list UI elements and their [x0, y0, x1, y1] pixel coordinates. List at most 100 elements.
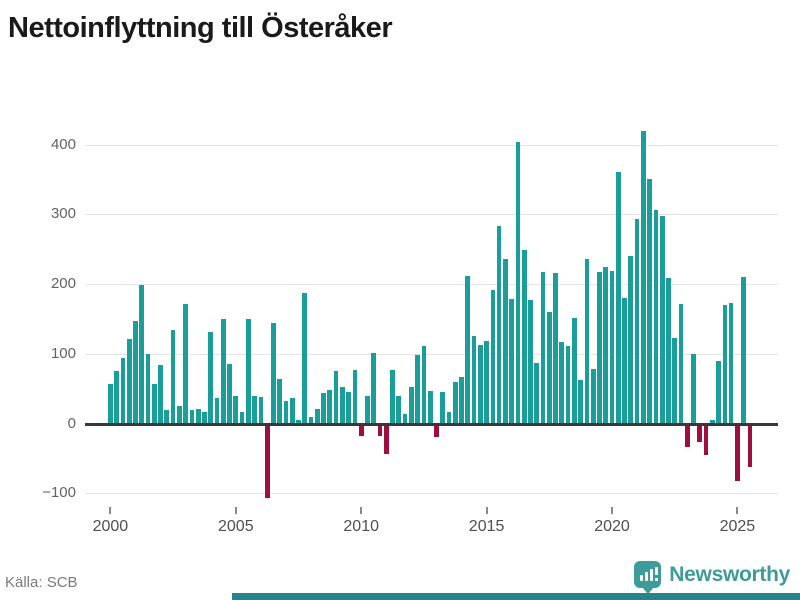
bar-2010-q2[interactable] — [365, 395, 370, 424]
bar-2003-q2[interactable] — [189, 410, 195, 424]
bar-2003-q3[interactable] — [195, 408, 201, 424]
bar-2004-q3[interactable] — [220, 318, 226, 424]
bar-2022-q1[interactable] — [659, 215, 665, 424]
bar-2006-q1[interactable] — [258, 397, 264, 424]
bar-2007-q3[interactable] — [296, 420, 301, 424]
bar-2006-q3[interactable] — [271, 323, 276, 424]
bar-2007-q1[interactable] — [283, 400, 289, 424]
bar-2002-q4[interactable] — [177, 406, 182, 424]
bar-2009-q3[interactable] — [346, 392, 352, 424]
bar-2015-q2[interactable] — [490, 289, 496, 424]
bar-2018-q2[interactable] — [565, 346, 571, 424]
bar-2005-q1[interactable] — [233, 395, 239, 424]
bar-2000-q3[interactable] — [120, 357, 126, 424]
bar-2022-q2[interactable] — [666, 278, 671, 424]
bar-2001-q2[interactable] — [139, 285, 145, 424]
bar-2017-q1[interactable] — [534, 362, 540, 424]
bar-2019-q2[interactable] — [590, 369, 596, 424]
bar-2008-q4[interactable] — [327, 390, 333, 424]
newsworthy-logo[interactable]: Newsworthy — [634, 561, 790, 594]
bar-2024-q3[interactable] — [722, 304, 728, 424]
bar-2011-q1[interactable] — [383, 425, 389, 455]
bar-2019-q1[interactable] — [584, 258, 590, 424]
bar-2005-q2[interactable] — [239, 411, 245, 424]
bar-2025-q2[interactable] — [741, 277, 747, 424]
bar-2002-q3[interactable] — [170, 330, 176, 424]
bar-2017-q3[interactable] — [546, 311, 552, 424]
bar-2000-q1[interactable] — [108, 383, 113, 424]
bar-2021-q1[interactable] — [634, 219, 640, 424]
bar-2021-q2[interactable] — [640, 131, 646, 424]
bar-2013-q2[interactable] — [440, 392, 446, 424]
bar-2014-q3[interactable] — [471, 335, 477, 424]
bar-2001-q4[interactable] — [151, 383, 157, 424]
bar-2008-q2[interactable] — [314, 408, 320, 424]
bar-2022-q4[interactable] — [678, 303, 684, 424]
bar-2021-q3[interactable] — [647, 178, 652, 424]
bar-2009-q2[interactable] — [340, 387, 345, 424]
bar-2016-q3[interactable] — [521, 249, 527, 424]
bar-2024-q4[interactable] — [728, 302, 734, 424]
bar-2025-q1[interactable] — [735, 425, 740, 481]
bar-2011-q3[interactable] — [396, 396, 402, 424]
bar-2003-q4[interactable] — [202, 411, 207, 424]
bar-2018-q4[interactable] — [578, 379, 584, 424]
bar-2008-q1[interactable] — [308, 416, 314, 424]
bar-2004-q1[interactable] — [208, 332, 214, 424]
bar-2018-q3[interactable] — [572, 317, 577, 424]
bar-2000-q4[interactable] — [126, 339, 132, 424]
bar-2018-q1[interactable] — [559, 341, 565, 424]
bar-2004-q4[interactable] — [227, 363, 232, 424]
bar-2005-q4[interactable] — [252, 395, 257, 424]
bar-2010-q4[interactable] — [377, 425, 383, 437]
bar-2001-q3[interactable] — [145, 353, 151, 424]
bar-2019-q4[interactable] — [603, 267, 609, 424]
bar-2013-q3[interactable] — [446, 411, 452, 424]
bar-2019-q3[interactable] — [597, 272, 602, 424]
bar-2020-q2[interactable] — [615, 172, 621, 424]
bar-2012-q4[interactable] — [427, 391, 433, 424]
bar-2006-q4[interactable] — [277, 378, 283, 424]
bar-2016-q4[interactable] — [528, 300, 533, 424]
bar-2022-q3[interactable] — [672, 338, 678, 424]
bar-2015-q4[interactable] — [503, 258, 508, 424]
bar-2014-q1[interactable] — [459, 376, 464, 424]
bar-2023-q2[interactable] — [691, 354, 696, 424]
bar-2017-q2[interactable] — [540, 272, 546, 424]
bar-2014-q2[interactable] — [465, 275, 471, 424]
bar-2020-q1[interactable] — [609, 271, 615, 424]
bar-2011-q2[interactable] — [390, 369, 395, 424]
bar-2016-q1[interactable] — [509, 298, 515, 424]
bar-2023-q3[interactable] — [697, 425, 703, 442]
bar-2007-q2[interactable] — [289, 398, 295, 424]
bar-2006-q2[interactable] — [264, 425, 270, 499]
bar-2024-q2[interactable] — [716, 360, 721, 424]
bar-2014-q4[interactable] — [477, 344, 483, 424]
bar-2020-q3[interactable] — [622, 297, 627, 424]
bar-2009-q4[interactable] — [352, 369, 358, 424]
bar-2015-q1[interactable] — [484, 341, 489, 424]
bar-2003-q1[interactable] — [183, 303, 188, 424]
bar-2002-q1[interactable] — [158, 364, 163, 424]
bar-2023-q1[interactable] — [684, 425, 690, 447]
bar-2007-q4[interactable] — [302, 293, 308, 424]
bar-2004-q2[interactable] — [214, 398, 220, 424]
bar-2005-q3[interactable] — [245, 318, 251, 424]
bar-2013-q4[interactable] — [452, 381, 458, 424]
bar-2009-q1[interactable] — [333, 370, 339, 424]
bar-2015-q3[interactable] — [496, 226, 502, 424]
bar-2010-q1[interactable] — [358, 425, 364, 436]
bar-2008-q3[interactable] — [321, 392, 326, 424]
bar-2021-q4[interactable] — [653, 210, 659, 424]
bar-2002-q2[interactable] — [164, 409, 170, 424]
bar-2023-q4[interactable] — [703, 425, 709, 455]
bar-2012-q2[interactable] — [415, 355, 420, 424]
bar-2020-q4[interactable] — [628, 256, 634, 424]
bar-2010-q3[interactable] — [371, 353, 377, 424]
bar-2012-q3[interactable] — [421, 346, 427, 424]
bar-2025-q3[interactable] — [747, 425, 753, 467]
bar-2024-q1[interactable] — [709, 420, 715, 424]
bar-2001-q1[interactable] — [133, 321, 138, 424]
bar-2013-q1[interactable] — [434, 425, 439, 437]
bar-2016-q2[interactable] — [515, 142, 521, 424]
